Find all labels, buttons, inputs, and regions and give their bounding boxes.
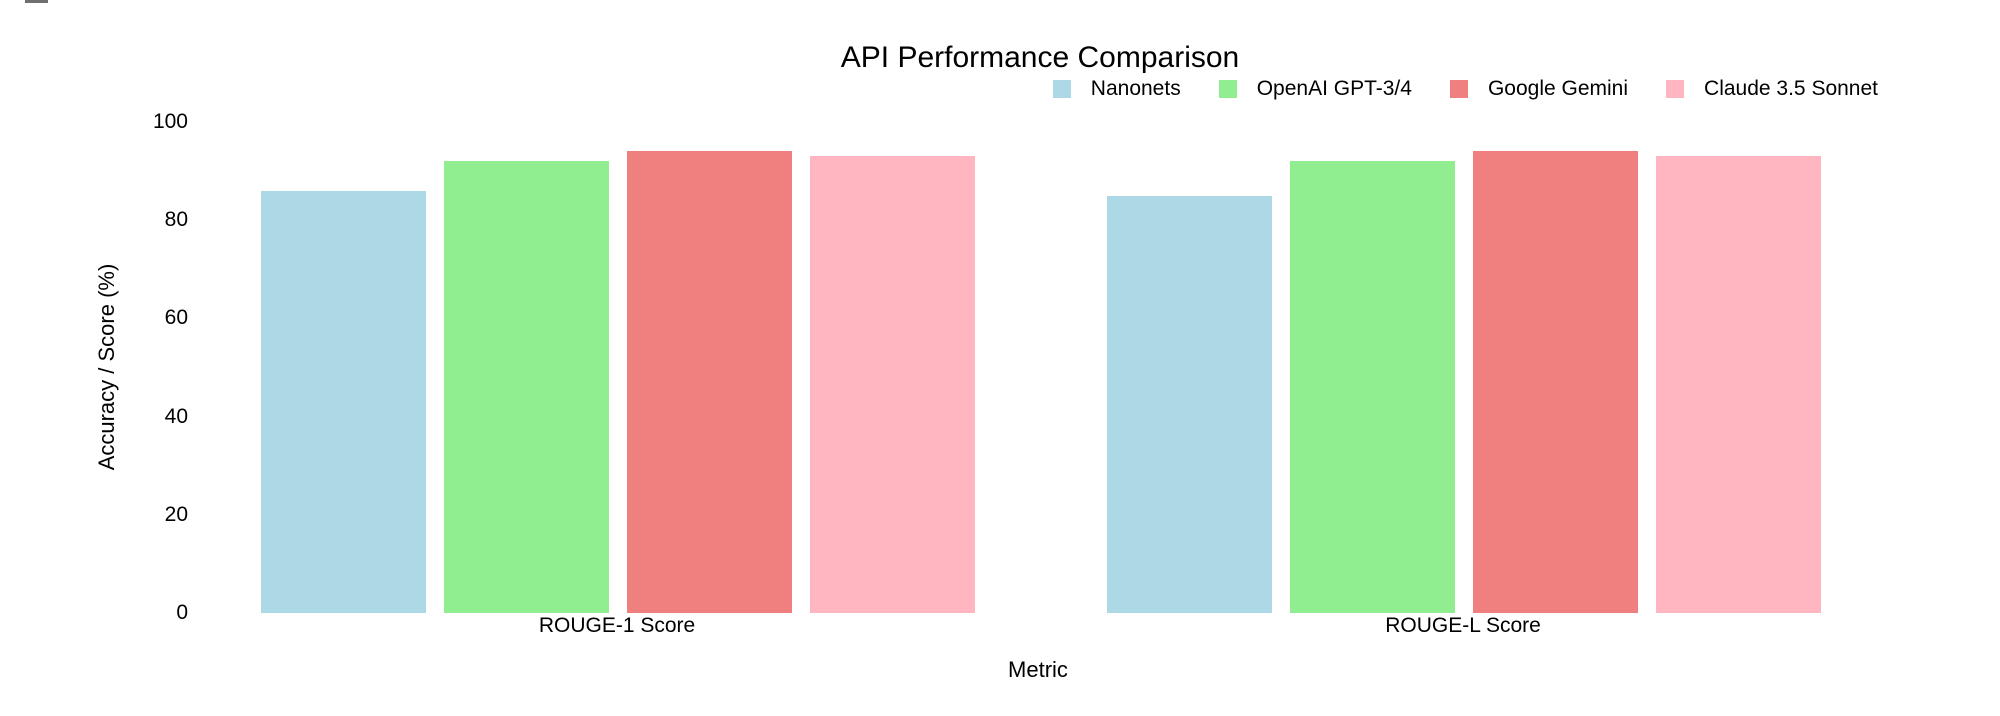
bar-openai-gpt-3-4-rouge-l-score <box>1290 161 1455 613</box>
legend-swatch-google-gemini <box>1449 80 1468 98</box>
legend-swatch-openai-gpt-3-4 <box>1218 80 1237 98</box>
legend-item-openai-gpt-3-4: OpenAI GPT-3/4 <box>1218 77 1412 100</box>
bar-google-gemini-rouge-1-score <box>627 151 792 613</box>
legend-item-nanonets: Nanonets <box>1052 77 1181 100</box>
bar-claude-3-5-sonnet-rouge-1-score <box>810 156 975 613</box>
chart-title: API Performance Comparison <box>840 41 1240 74</box>
legend-label: Google Gemini <box>1487 77 1629 100</box>
y-tick-label-40: 40 <box>164 404 188 428</box>
y-tick-label-100: 100 <box>152 110 188 133</box>
legend-swatch-claude-3-5-sonnet <box>1666 80 1685 98</box>
legend-item-claude-3-5-sonnet: Claude 3.5 Sonnet <box>1666 78 1878 100</box>
legend: Nanonets OpenAI GPT-3/4 Google Gemini Cl… <box>1052 77 1878 100</box>
x-axis-label: Metric <box>1008 657 1068 682</box>
bar-google-gemini-rouge-l-score <box>1473 151 1638 613</box>
bar-claude-3-5-sonnet-rouge-l-score <box>1656 156 1821 613</box>
cropped-ui-fragment <box>25 0 48 3</box>
legend-label: Claude 3.5 Sonnet <box>1704 77 1878 100</box>
y-tick-label-80: 80 <box>164 208 188 232</box>
x-tick-label-rouge-l-score: ROUGE-L Score <box>1385 614 1541 637</box>
y-tick-label-60: 60 <box>164 306 188 330</box>
x-tick-label-rouge-1-score: ROUGE-1 Score <box>538 614 696 637</box>
bar-openai-gpt-3-4-rouge-1-score <box>444 161 609 613</box>
bar-nanonets-rouge-l-score <box>1107 195 1272 613</box>
bar-nanonets-rouge-1-score <box>261 190 426 613</box>
y-tick-label-0: 0 <box>176 601 188 624</box>
y-tick-label-20: 20 <box>164 502 188 526</box>
legend-label: OpenAI GPT-3/4 <box>1256 77 1412 100</box>
legend-label: Nanonets <box>1090 77 1181 100</box>
legend-swatch-nanonets <box>1052 80 1071 98</box>
legend-item-google-gemini: Google Gemini <box>1449 77 1629 100</box>
